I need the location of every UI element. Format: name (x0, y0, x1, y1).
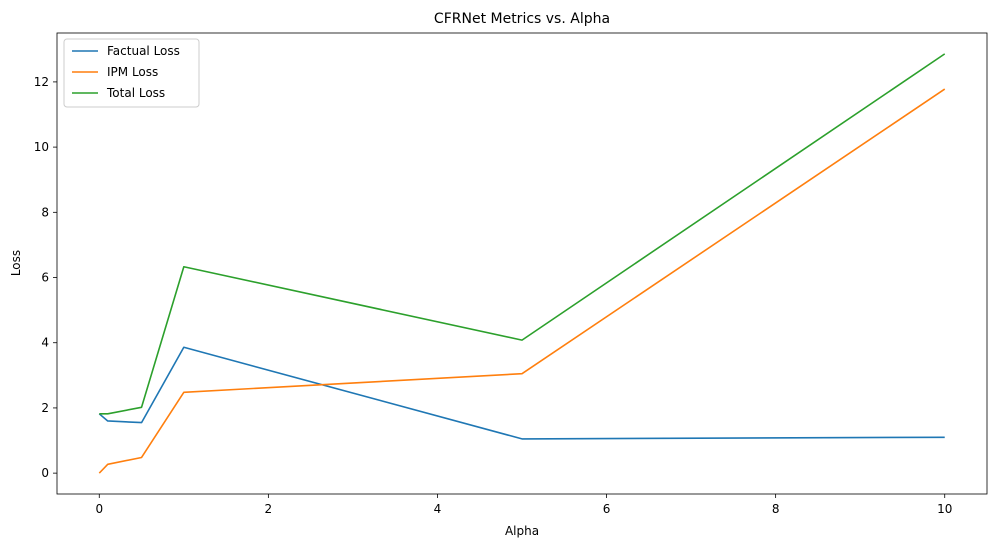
legend-label: Factual Loss (107, 44, 180, 58)
legend-label: IPM Loss (107, 65, 158, 79)
x-tick-label: 10 (937, 502, 952, 516)
plot-frame (56, 32, 988, 495)
x-tick-label: 0 (95, 502, 103, 516)
series-line-factual-loss (98, 346, 945, 440)
x-tick-label: 4 (434, 502, 442, 516)
y-tick-label: 6 (41, 271, 49, 285)
x-tick-label: 6 (603, 502, 611, 516)
x-axis-label: Alpha (505, 524, 539, 538)
x-tick-label: 2 (265, 502, 273, 516)
series-lines (98, 53, 946, 474)
y-tick-label: 4 (41, 336, 49, 350)
x-tick-label: 8 (772, 502, 780, 516)
series-line-total-loss (99, 53, 946, 415)
y-tick-label: 10 (34, 140, 49, 154)
y-axis: 0 2 4 6 8 10 12 (34, 75, 57, 480)
y-tick-label: 0 (41, 466, 49, 480)
y-tick-label: 2 (41, 401, 49, 415)
plot-area (57, 33, 987, 494)
x-axis: 0 2 4 6 8 10 (95, 494, 952, 516)
legend-box (63, 38, 200, 108)
y-axis-label: Loss (9, 250, 23, 276)
chart-title: CFRNet Metrics vs. Alpha (434, 11, 610, 27)
y-tick-label: 12 (34, 75, 49, 89)
series-line-ipm-loss (98, 88, 946, 474)
legend-label: Total Loss (106, 86, 165, 100)
y-tick-label: 8 (41, 205, 49, 219)
legend: Factual Loss IPM Loss Total Loss (63, 38, 200, 108)
